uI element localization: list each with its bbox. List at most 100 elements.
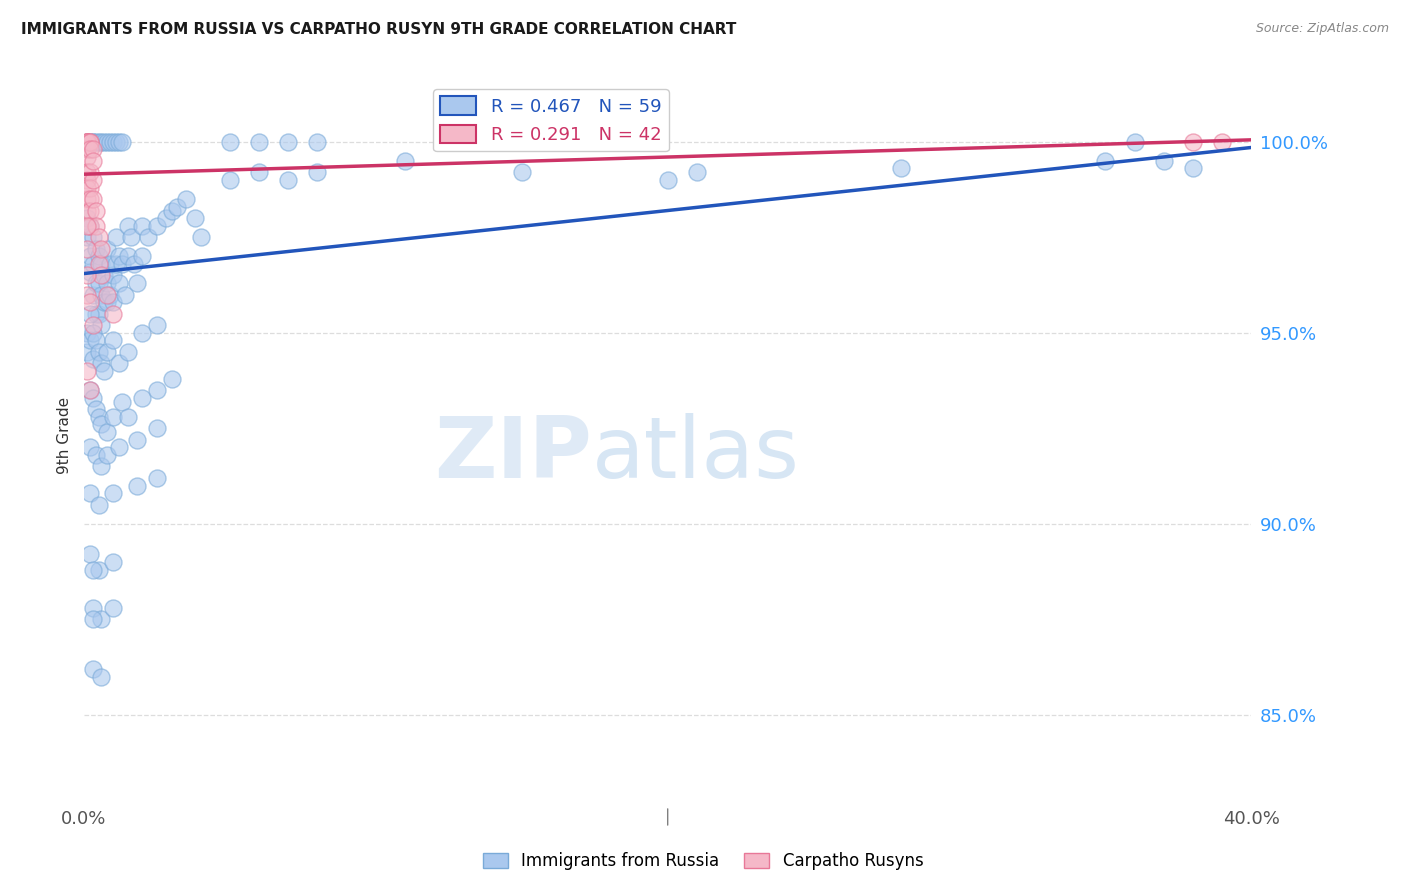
Point	[76, 230, 98, 244]
Point	[101, 555, 124, 569]
Point	[111, 394, 134, 409]
Point	[131, 326, 153, 340]
Point	[82, 287, 104, 301]
Point	[96, 448, 118, 462]
Text: ZIP: ZIP	[434, 413, 592, 496]
Point	[76, 142, 98, 156]
Point	[82, 230, 104, 244]
Point	[76, 364, 98, 378]
Point	[108, 135, 131, 149]
Point	[101, 135, 124, 149]
Point	[76, 211, 98, 226]
Point	[79, 295, 101, 310]
Point	[96, 295, 118, 310]
Point	[87, 230, 110, 244]
Point	[657, 173, 679, 187]
Point	[125, 478, 148, 492]
Point	[82, 192, 104, 206]
Point	[108, 356, 131, 370]
Point	[120, 230, 142, 244]
Point	[76, 135, 98, 149]
Point	[82, 142, 104, 156]
Point	[108, 276, 131, 290]
Point	[160, 371, 183, 385]
Text: Source: ZipAtlas.com: Source: ZipAtlas.com	[1256, 22, 1389, 36]
Point	[111, 135, 134, 149]
Point	[79, 135, 101, 149]
Point	[76, 165, 98, 179]
Point	[101, 268, 124, 283]
Point	[79, 334, 101, 348]
Point	[117, 409, 139, 424]
Point	[79, 180, 101, 194]
Point	[105, 257, 128, 271]
Point	[79, 142, 101, 156]
Point	[105, 135, 128, 149]
Point	[79, 307, 101, 321]
Point	[96, 242, 118, 256]
Point	[155, 211, 177, 226]
Point	[184, 211, 207, 226]
Point	[87, 498, 110, 512]
Point	[90, 417, 112, 432]
Point	[277, 135, 299, 149]
Point	[98, 257, 121, 271]
Point	[84, 219, 107, 233]
Point	[90, 287, 112, 301]
Point	[1153, 153, 1175, 168]
Point	[307, 165, 329, 179]
Point	[76, 287, 98, 301]
Point	[122, 257, 145, 271]
Point	[79, 192, 101, 206]
Point	[394, 153, 416, 168]
Point	[82, 662, 104, 676]
Point	[87, 409, 110, 424]
Point	[76, 219, 98, 233]
Point	[87, 307, 110, 321]
Point	[1094, 153, 1116, 168]
Point	[101, 600, 124, 615]
Point	[76, 326, 98, 340]
Point	[87, 563, 110, 577]
Text: atlas: atlas	[592, 413, 800, 496]
Point	[101, 486, 124, 500]
Point	[160, 203, 183, 218]
Point	[79, 441, 101, 455]
Point	[90, 242, 112, 256]
Point	[101, 295, 124, 310]
Point	[84, 135, 107, 149]
Point	[82, 326, 104, 340]
Point	[79, 135, 101, 149]
Point	[146, 421, 169, 435]
Point	[82, 318, 104, 332]
Point	[79, 219, 101, 233]
Point	[87, 249, 110, 263]
Point	[114, 287, 136, 301]
Point	[82, 173, 104, 187]
Point	[76, 135, 98, 149]
Point	[247, 135, 270, 149]
Point	[90, 669, 112, 683]
Point	[76, 203, 98, 218]
Point	[93, 268, 115, 283]
Y-axis label: 9th Grade: 9th Grade	[58, 397, 72, 475]
Point	[87, 135, 110, 149]
Point	[79, 486, 101, 500]
Legend: Immigrants from Russia, Carpatho Rusyns: Immigrants from Russia, Carpatho Rusyns	[477, 846, 929, 877]
Point	[90, 257, 112, 271]
Point	[84, 276, 107, 290]
Point	[87, 257, 110, 271]
Point	[84, 448, 107, 462]
Point	[76, 150, 98, 164]
Point	[96, 344, 118, 359]
Point	[76, 135, 98, 149]
Point	[146, 219, 169, 233]
Point	[219, 135, 242, 149]
Point	[82, 135, 104, 149]
Point	[90, 612, 112, 626]
Point	[76, 173, 98, 187]
Point	[76, 192, 98, 206]
Point	[131, 219, 153, 233]
Point	[76, 180, 98, 194]
Point	[105, 230, 128, 244]
